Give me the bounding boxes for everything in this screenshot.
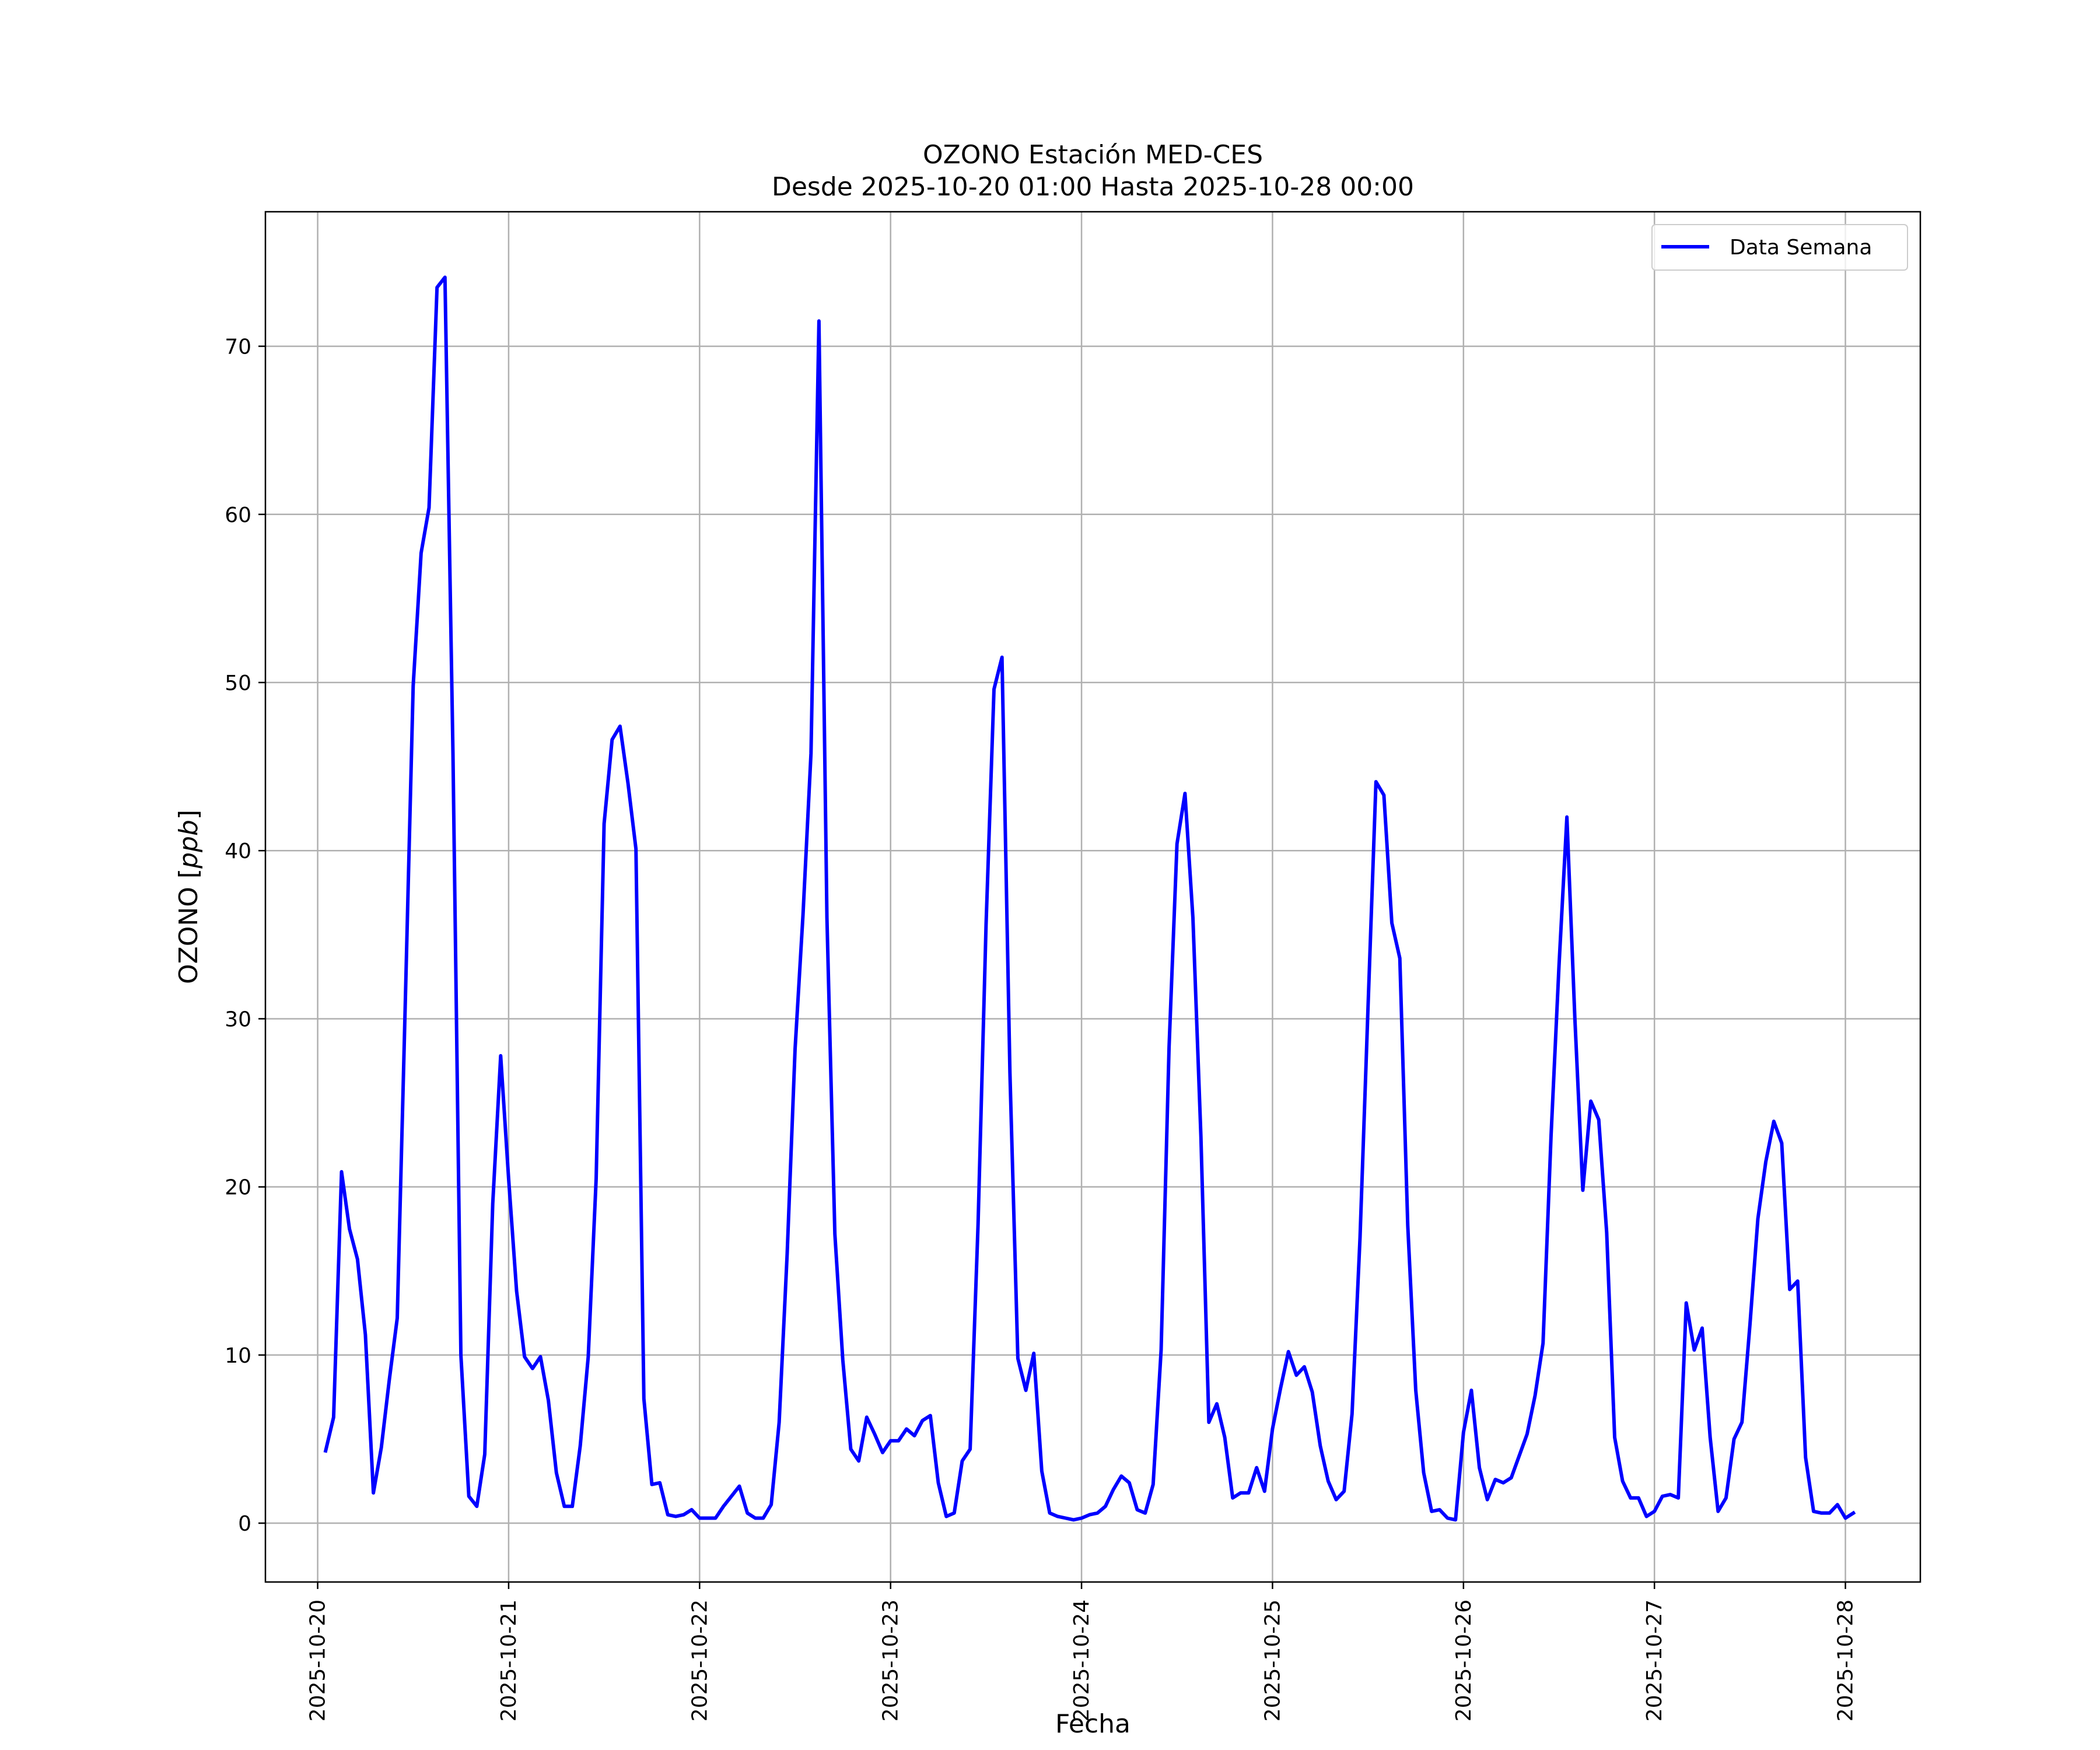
y-tick-label: 30 bbox=[225, 1007, 251, 1031]
series-line-data-semana bbox=[323, 275, 1856, 1522]
y-tick-label: 50 bbox=[225, 671, 251, 695]
x-tick-label: 2025-10-27 bbox=[1643, 1600, 1667, 1721]
y-axis-bracket-open: [ bbox=[174, 869, 204, 878]
y-axis-label: OZONO [ppb] bbox=[174, 810, 204, 984]
legend-box bbox=[1651, 224, 1908, 271]
x-tick-label: 2025-10-22 bbox=[688, 1600, 712, 1721]
legend: Data Semana bbox=[1651, 224, 1908, 271]
y-axis-label-main: OZONO bbox=[174, 878, 204, 984]
x-tick-label: 2025-10-21 bbox=[497, 1600, 521, 1721]
x-tick-label: 2025-10-28 bbox=[1834, 1600, 1858, 1721]
x-tick-label: 2025-10-24 bbox=[1070, 1600, 1094, 1721]
x-axis-label: Fecha bbox=[1055, 1709, 1130, 1739]
legend-label: Data Semana bbox=[1730, 236, 1872, 260]
y-tick-label: 60 bbox=[225, 503, 251, 527]
y-axis-bracket-close: ] bbox=[174, 810, 204, 820]
chart-title: OZONO Estación MED-CES bbox=[923, 140, 1263, 170]
y-tick-label: 40 bbox=[225, 839, 251, 863]
x-tick-label: 2025-10-20 bbox=[306, 1600, 330, 1721]
plot-area-frame bbox=[264, 211, 1922, 1583]
grid-lines bbox=[265, 212, 1920, 1582]
y-tick-label: 0 bbox=[238, 1512, 251, 1536]
x-tick-label: 2025-10-25 bbox=[1261, 1600, 1284, 1721]
y-tick-label: 10 bbox=[225, 1344, 251, 1368]
x-tick-label: 2025-10-26 bbox=[1452, 1600, 1476, 1721]
chart-subtitle: Desde 2025-10-20 01:00 Hasta 2025-10-28 … bbox=[772, 172, 1414, 202]
y-tick-label: 70 bbox=[225, 335, 251, 359]
axis-ticks: 2025-10-20 2025-10-21 2025-10-22 2025-10-23… bbox=[225, 335, 1857, 1722]
y-axis-label-unit: ppb bbox=[174, 820, 204, 869]
y-tick-label: 20 bbox=[225, 1176, 251, 1200]
x-tick-label: 2025-10-23 bbox=[879, 1600, 903, 1721]
